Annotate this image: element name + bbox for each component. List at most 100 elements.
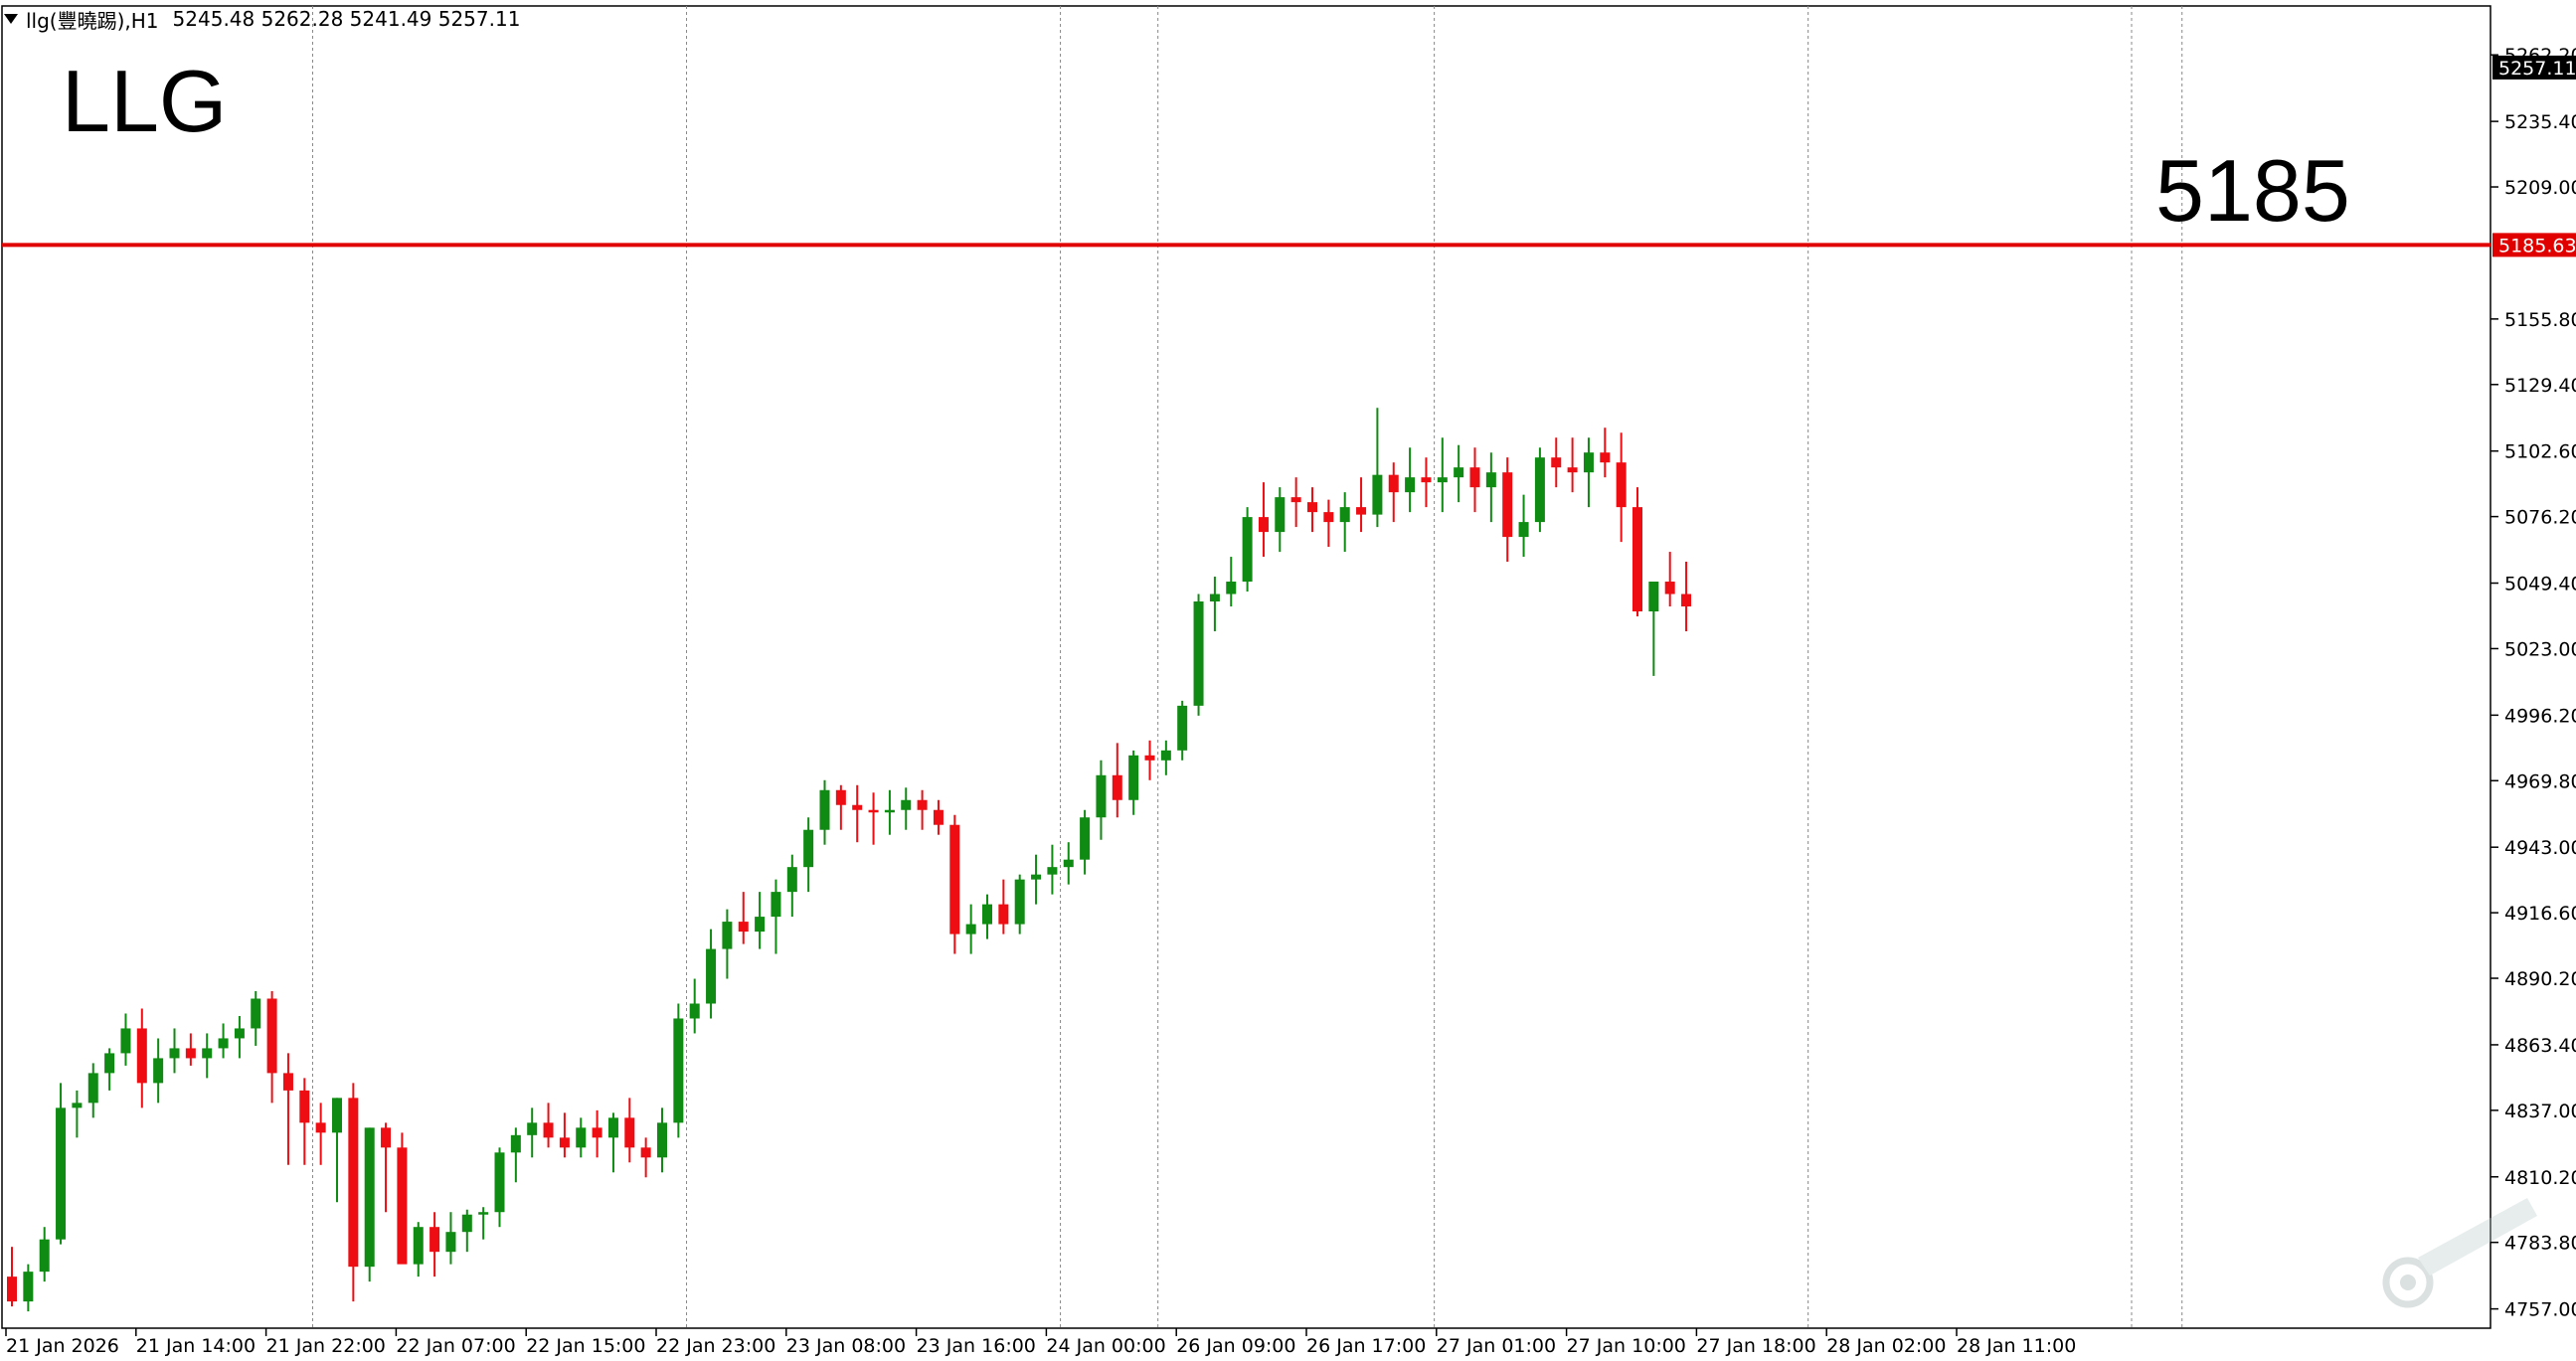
chart-symbol: llg(豐曉踢),H1 [26, 8, 159, 33]
candle-body [315, 1122, 326, 1133]
candle-body [1226, 582, 1237, 595]
x-axis-tick-label: 27 Jan 01:00 [1437, 1335, 1556, 1357]
y-axis-tick-label: 4890.20 [2504, 968, 2576, 990]
bullish-candle [1275, 487, 1286, 553]
bullish-candle [169, 1028, 180, 1074]
bearish-candle [1290, 477, 1301, 528]
bearish-candle [1502, 457, 1513, 563]
candle-body [251, 998, 261, 1029]
bearish-candle [933, 799, 944, 835]
bullish-candle [901, 787, 912, 830]
candle-body [1502, 472, 1513, 538]
candle-body [1307, 502, 1317, 513]
candle-body [445, 1232, 456, 1253]
candle-body [1242, 517, 1253, 583]
candle-body [689, 1003, 700, 1019]
bearish-candle [1258, 482, 1269, 558]
bearish-candle [738, 892, 749, 944]
candle-body [104, 1053, 115, 1074]
bullish-candle [527, 1107, 538, 1158]
bearish-candle [1323, 499, 1334, 548]
candle-body [494, 1152, 505, 1213]
bullish-candle [965, 904, 976, 954]
candle-body [120, 1028, 131, 1054]
y-axis-tick-label: 4969.80 [2504, 770, 2576, 792]
candle-body [559, 1137, 570, 1148]
bearish-candle [429, 1212, 440, 1277]
candle-body [1096, 774, 1107, 818]
bullish-candle [1063, 842, 1074, 885]
chart-ohlc: 5245.48 5262.28 5241.49 5257.11 [172, 7, 521, 31]
candle-body [1193, 601, 1204, 706]
bullish-candle [478, 1207, 489, 1240]
bullish-candle [786, 854, 797, 918]
bullish-candle [1209, 577, 1220, 631]
candle-body [592, 1127, 602, 1138]
bearish-candle [998, 879, 1009, 935]
bullish-candle [1437, 437, 1448, 513]
y-axis-tick-label: 5155.80 [2504, 309, 2576, 331]
y-axis-tick-label: 5235.40 [2504, 111, 2576, 133]
candle-body [39, 1239, 50, 1273]
candle-body [1323, 512, 1334, 523]
candle-body [1454, 467, 1464, 478]
level-price-tag [2492, 233, 2576, 257]
bullish-candle [982, 894, 992, 939]
candle-body [299, 1090, 310, 1123]
candle-body [185, 1048, 196, 1059]
candle-body [1648, 582, 1659, 611]
candle-body [510, 1134, 521, 1153]
bullish-candle [251, 991, 261, 1046]
bearish-candle [381, 1122, 392, 1213]
candle-body [771, 892, 781, 918]
bearish-candle [136, 1008, 147, 1108]
candle-body [1160, 750, 1171, 761]
x-axis-tick-label: 21 Jan 14:00 [136, 1335, 256, 1357]
candle-body [1388, 474, 1399, 493]
bullish-candle [1518, 494, 1529, 558]
bullish-candle [1128, 750, 1139, 815]
candle-body [965, 924, 976, 935]
x-axis-tick-label: 28 Jan 11:00 [1957, 1335, 2076, 1357]
level-annotation: 5185 [2155, 141, 2350, 240]
candle-body [1339, 507, 1350, 523]
candle-body [136, 1028, 147, 1084]
bullish-candle [1096, 760, 1107, 840]
candle-body [738, 922, 749, 933]
bullish-candle [1226, 557, 1237, 606]
candle-body [933, 809, 944, 825]
bearish-candle [1388, 462, 1399, 523]
candle-body [607, 1117, 618, 1138]
candle-body [1681, 594, 1692, 606]
bearish-candle [559, 1112, 570, 1158]
bearish-candle [949, 814, 960, 954]
bearish-candle [1112, 743, 1122, 818]
candle-body [1372, 474, 1383, 515]
symbol-annotation: LLG [62, 52, 228, 150]
x-axis-tick-label: 22 Jan 07:00 [396, 1335, 515, 1357]
candle-body [1518, 522, 1529, 538]
candle-body [234, 1028, 245, 1039]
bullish-candle [23, 1264, 34, 1312]
candle-body [1437, 477, 1448, 483]
chart-menu-triangle-icon[interactable] [4, 14, 18, 24]
y-axis-tick-label: 5023.00 [2504, 638, 2576, 660]
bearish-candle [299, 1078, 310, 1165]
bullish-candle [1080, 809, 1091, 875]
candle-body [153, 1058, 164, 1084]
bearish-candle [397, 1132, 408, 1265]
bullish-candle [1583, 437, 1594, 508]
candle-body [478, 1212, 489, 1215]
candle-body [381, 1127, 392, 1148]
candle-body [56, 1107, 67, 1240]
candle-body [673, 1018, 684, 1123]
bearish-candle [1551, 437, 1562, 488]
bearish-candle [543, 1103, 554, 1148]
bullish-candle [445, 1212, 456, 1265]
bearish-candle [1616, 432, 1627, 543]
candle-body [1616, 462, 1627, 508]
y-axis-tick-label: 5129.40 [2504, 375, 2576, 397]
candle-body [348, 1098, 359, 1268]
candle-body [1258, 517, 1269, 533]
